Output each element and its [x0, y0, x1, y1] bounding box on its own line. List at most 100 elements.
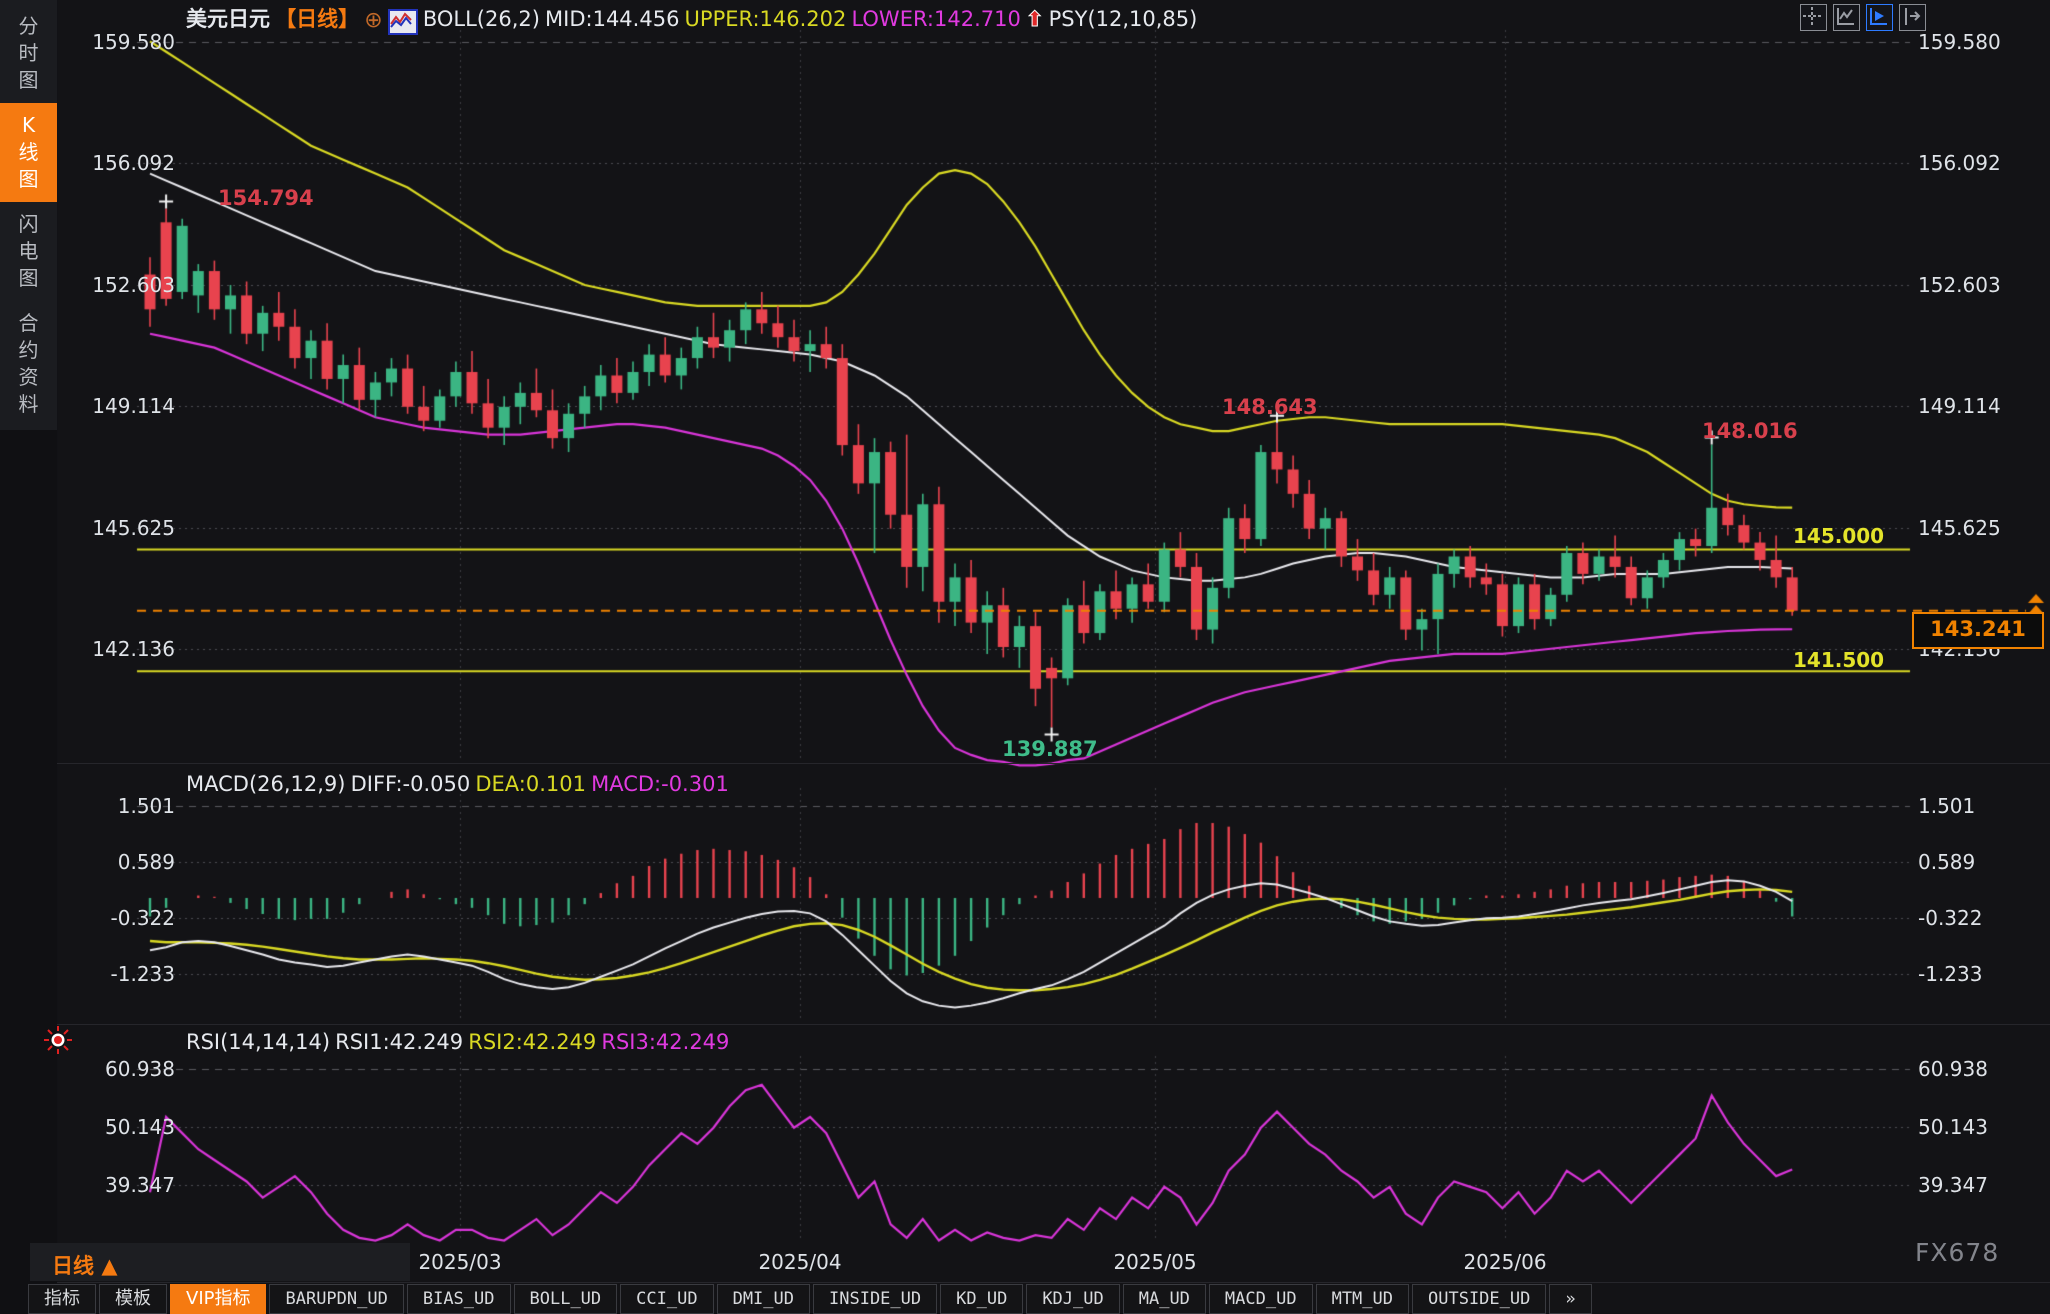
boll-upper-value: UPPER:146.202 [684, 7, 847, 31]
boll-mid-value: MID:144.456 [545, 7, 680, 31]
rsi3-value: RSI3:42.249 [601, 1030, 730, 1054]
left-sidebar: 分时图 K线图闪电图合约资料 [0, 0, 72, 1314]
annotation-high-feb: 154.794 [218, 186, 314, 210]
main-axis-label-right: 159.580 [1918, 30, 2001, 54]
sidebar-item-1[interactable]: K线图 [0, 103, 57, 202]
macd-header: MACD(26,12,9) DIFF:-0.050 DEA:0.101 MACD… [186, 772, 729, 796]
annotation-low-apr: 139.887 [1002, 737, 1098, 761]
main-header: 美元日元 【日线】 ⊕ BOLL(26,2) MID:144.456 UPPER… [186, 3, 1197, 35]
rsi-header: RSI(14,14,14) RSI1:42.249 RSI2:42.249 RS… [186, 1030, 729, 1054]
panel-divider [0, 1024, 2050, 1025]
zigzag-glyph [389, 12, 412, 28]
toolbar-tab-BARUPDN_UD[interactable]: BARUPDN_UD [269, 1284, 404, 1314]
rsi-axis-label-right: 50.143 [1918, 1115, 1988, 1139]
alarm-blink-icon[interactable] [44, 1026, 72, 1054]
toolbar-tab-VIP指标[interactable]: VIP指标 [170, 1284, 267, 1314]
toolbar-tab-MACD_UD[interactable]: MACD_UD [1208, 1284, 1313, 1314]
macd-diff-value: DIFF:-0.050 [350, 772, 471, 796]
toolbar-tab-INSIDE_UD[interactable]: INSIDE_UD [813, 1284, 938, 1314]
zigzag-chart-icon[interactable] [387, 9, 418, 35]
toolbar-tab-指标[interactable]: 指标 [28, 1284, 96, 1314]
current-price-tag: 143.241 [1912, 612, 2044, 649]
sidebar-item-2[interactable]: 闪电图 [0, 202, 57, 301]
level-1415-label: 141.500 [1793, 648, 1885, 672]
macd-title: MACD(26,12,9) [186, 772, 346, 796]
red-up-arrow-icon: ⬆ [1025, 7, 1044, 32]
boll-lower-value: LOWER:142.710 [851, 7, 1021, 31]
axis-zigzag-icon[interactable] [1833, 4, 1860, 31]
rsi-axis-label-left: 60.938 [105, 1057, 175, 1081]
sidebar-item-label: 闪电图 [18, 212, 39, 290]
toolbar-tab-»[interactable]: » [1549, 1284, 1592, 1314]
level-145-label: 145.000 [1793, 524, 1885, 548]
x-axis-label: 2025/05 [1113, 1250, 1197, 1274]
timeframe-label: 日线 [52, 1254, 94, 1278]
toolbar-tab-MTM_UD[interactable]: MTM_UD [1315, 1284, 1409, 1314]
macd-axis-label-right: -0.322 [1918, 906, 1983, 930]
macd-axis-label-right: 0.589 [1918, 850, 1976, 874]
rsi2-value: RSI2:42.249 [468, 1030, 597, 1054]
main-axis-label-right: 156.092 [1918, 151, 2001, 175]
panel-divider [0, 1282, 2050, 1283]
main-axis-label-right: 149.114 [1918, 394, 2001, 418]
toolbar-tab-OUTSIDE_UD[interactable]: OUTSIDE_UD [1412, 1284, 1547, 1314]
x-axis-label: 2025/03 [418, 1250, 502, 1274]
macd-axis-label-right: -1.233 [1918, 962, 1983, 986]
main-axis-label-left: 152.603 [92, 273, 175, 297]
x-axis-label: 2025/04 [758, 1250, 842, 1274]
macd-dea-value: DEA:0.101 [475, 772, 586, 796]
sidebar-item-label: 分时图 [18, 14, 39, 92]
macd-axis-label-left: 0.589 [117, 850, 175, 874]
toolbar-tab-BIAS_UD[interactable]: BIAS_UD [406, 1284, 511, 1314]
rsi-title: RSI(14,14,14) [186, 1030, 331, 1054]
psy-label: PSY(12,10,85) [1048, 7, 1198, 31]
rsi-axis-label-left: 39.347 [105, 1173, 175, 1197]
panel-divider [0, 763, 2050, 764]
brand-watermark: FX678 [1915, 1238, 2000, 1267]
sidebar-rail [0, 0, 57, 430]
main-axis-label-right: 145.625 [1918, 516, 2001, 540]
main-axis-label-right: 152.603 [1918, 273, 2001, 297]
axis-play-icon[interactable] [1866, 4, 1893, 31]
toolbar-tab-BOLL_UD[interactable]: BOLL_UD [513, 1284, 618, 1314]
macd-macd-value: MACD:-0.301 [591, 772, 729, 796]
toolbar-tab-模板[interactable]: 模板 [99, 1284, 167, 1314]
macd-axis-label-left: 1.501 [117, 794, 175, 818]
sidebar-item-3[interactable]: 合约资料 [0, 301, 57, 427]
rsi-axis-label-right: 39.347 [1918, 1173, 1988, 1197]
symbol-name: 美元日元 [186, 7, 270, 31]
rsi-axis-label-right: 60.938 [1918, 1057, 1988, 1081]
timeframe-bar [30, 1243, 410, 1281]
shift-right-icon[interactable] [1899, 4, 1926, 31]
annotation-high-jun: 148.016 [1702, 419, 1798, 443]
indicator-toolbar: 指标 模板 VIP指标 BARUPDN_UD BIAS_UD BOLL_UD CCI_UD D… [28, 1284, 1592, 1314]
macd-axis-label-right: 1.501 [1918, 794, 1976, 818]
chart-toolbuttons [1794, 4, 1926, 31]
sidebar-item-label: 合约资料 [18, 311, 39, 416]
timeframe-selector[interactable]: 日线 ▲ [52, 1250, 117, 1280]
toolbar-tab-CCI_UD[interactable]: CCI_UD [620, 1284, 714, 1314]
circled-plus-icon[interactable]: ⊕ [364, 8, 383, 33]
main-axis-label-left: 149.114 [92, 394, 175, 418]
main-axis-label-left: 145.625 [92, 516, 175, 540]
main-axis-label-left: 156.092 [92, 151, 175, 175]
main-axis-label-left: 159.580 [92, 30, 175, 54]
x-axis-label: 2025/06 [1463, 1250, 1547, 1274]
toolbar-tab-MA_UD[interactable]: MA_UD [1122, 1284, 1206, 1314]
timeframe-arrow-icon: ▲ [101, 1254, 118, 1278]
toolbar-tab-KD_UD[interactable]: KD_UD [940, 1284, 1024, 1314]
toolbar-tab-DMI_UD[interactable]: DMI_UD [716, 1284, 810, 1314]
macd-axis-label-left: -0.322 [110, 906, 175, 930]
rsi1-value: RSI1:42.249 [335, 1030, 464, 1054]
timeframe-tag[interactable]: 【日线】 [275, 7, 360, 31]
rsi-axis-label-left: 50.143 [105, 1115, 175, 1139]
annotation-high-may: 148.643 [1222, 395, 1318, 419]
sidebar-item-0[interactable]: 分时图 [0, 4, 57, 103]
pan-crosshair-icon[interactable] [1800, 4, 1827, 31]
sidebar-item-label: K线图 [18, 113, 39, 191]
main-axis-label-left: 142.136 [92, 637, 175, 661]
macd-axis-label-left: -1.233 [110, 962, 175, 986]
toolbar-tab-KDJ_UD[interactable]: KDJ_UD [1026, 1284, 1120, 1314]
